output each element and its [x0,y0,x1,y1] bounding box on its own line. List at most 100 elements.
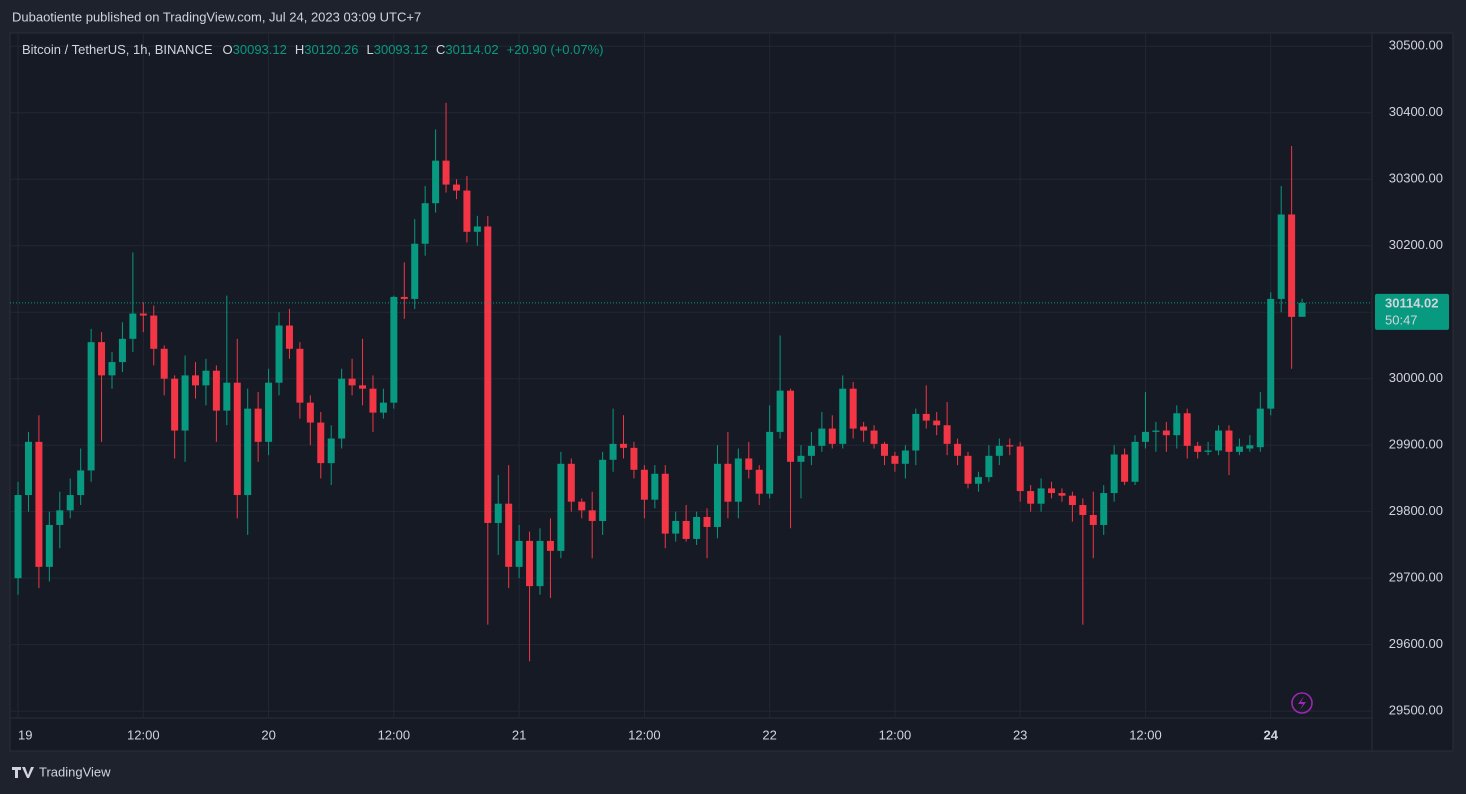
y-tick-label: 29900.00 [1389,437,1443,452]
candle-body [1037,488,1045,504]
candle-body [933,420,941,426]
candle-body [171,378,179,431]
candle-body [734,458,742,502]
publish-note: Dubaotiente published on TradingView.com… [12,9,421,24]
candle-body [1246,445,1254,449]
candle-body [1027,491,1035,504]
candle-body [275,325,283,383]
candle-body [901,450,909,464]
y-tick-label: 29600.00 [1389,636,1443,651]
candle-body [964,455,972,484]
candle-body [400,296,408,299]
x-tick-label: 19 [18,727,32,742]
h-letter: H [295,42,304,57]
candle-body [985,455,993,478]
chart-pane [9,32,1454,752]
candle-body [369,388,377,413]
x-tick-label: 12:00 [378,727,411,742]
candle-body [296,348,304,403]
candle-body [1048,488,1056,494]
candle-body [807,445,815,456]
candles [14,102,1306,662]
candle-body [1131,441,1139,482]
candle-body [526,540,534,587]
x-tick-label: 12:00 [879,727,912,742]
candle-body [265,382,273,442]
candle-body [1079,505,1087,515]
candle-body [588,510,596,521]
candle-body [943,425,951,444]
candle-body [1089,514,1097,525]
candle-body [891,455,899,464]
candle-body [77,470,85,496]
candle-body [797,455,805,462]
candle-body [557,463,565,551]
price-label-box [1375,293,1449,330]
low-value: 30093.12 [374,42,428,57]
x-tick-label: 23 [1013,727,1027,742]
candle-body [35,441,43,567]
x-tick-label: 24 [1264,727,1279,742]
candle-body [818,428,826,446]
candle-body [578,501,586,511]
candle-body [327,438,335,464]
y-tick-label: 29800.00 [1389,503,1443,518]
candle-body [473,226,481,232]
candle-body [379,402,387,413]
candle-body [839,388,847,444]
y-tick-label: 30200.00 [1389,237,1443,252]
candle-body [1162,430,1170,436]
candle-body [442,160,450,185]
brand-name: TradingView [39,764,111,779]
candle-body [1016,446,1024,492]
open-value: 30093.12 [233,42,287,57]
candle-body [693,516,701,539]
candle-body [421,203,429,244]
candle-body [66,495,74,511]
candle-body [108,362,116,376]
candle-body [348,378,356,386]
candle-body [880,443,888,456]
candle-body [776,390,784,432]
alert-icon[interactable] [1291,692,1313,714]
candle-body [922,413,930,421]
candle-body [860,426,868,431]
brand: TradingView [12,764,111,779]
candle-body [317,422,325,464]
close-value: 30114.02 [445,42,498,57]
candle-body [599,459,607,521]
candle-body [1110,454,1118,494]
candle-body [98,342,106,376]
candle-body [306,402,314,423]
candle-body [745,458,753,470]
candle-body [661,473,669,534]
candle-body [1068,495,1076,506]
candle-body [515,540,523,567]
candle-body [390,296,398,403]
candle-body [849,388,857,429]
candle-body [672,520,680,534]
candle-body [1183,413,1191,446]
change: +20.90 (+0.07%) [507,42,604,57]
candle-body [359,385,367,389]
y-tick-label: 30000.00 [1389,370,1443,385]
candle-body [1141,431,1149,442]
candle-body [254,408,262,442]
candle-body [682,520,690,539]
candle-body [787,390,795,462]
candle-body [212,370,220,411]
candle-body [233,382,241,496]
o-letter: O [223,42,233,57]
alert-icon-bolt [1298,696,1306,710]
price-label: 30114.02 [1385,295,1439,310]
candle-body [630,447,638,470]
candle-body [1152,430,1160,432]
candle-body [1256,408,1264,448]
y-tick-label: 29500.00 [1389,703,1443,718]
candle-body [567,463,575,502]
candle-body [223,382,231,411]
high-value: 30120.26 [304,42,358,57]
candle-body [45,524,53,567]
candle-body [1267,298,1275,409]
x-tick-label: 12:00 [127,727,160,742]
